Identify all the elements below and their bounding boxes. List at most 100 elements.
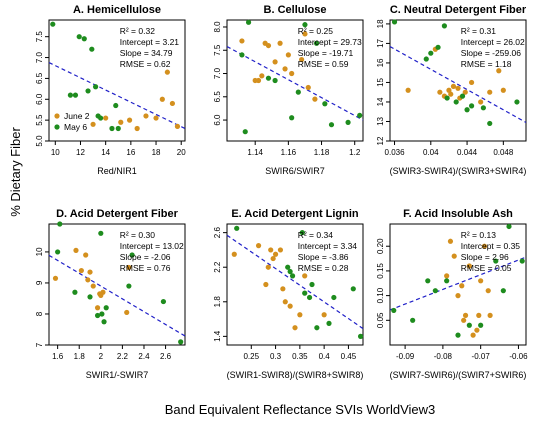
legend-label: June 2 xyxy=(64,111,90,121)
y-tick-label: 0.05 xyxy=(376,312,385,328)
data-point-may xyxy=(160,298,167,305)
data-point-may xyxy=(287,268,293,275)
data-point-june xyxy=(312,96,318,102)
y-tick-label: 1.8 xyxy=(213,296,222,308)
data-point-may xyxy=(453,99,459,105)
stat-line: R² = 0.25 xyxy=(298,26,333,36)
data-point-june xyxy=(455,85,461,91)
data-point-june xyxy=(73,247,79,253)
x-tick-label: 2.2 xyxy=(117,352,129,361)
data-point-may xyxy=(295,89,301,95)
data-point-june xyxy=(90,121,96,127)
x-tick-label: 18 xyxy=(152,148,161,157)
data-point-june xyxy=(446,87,452,93)
plot-frame xyxy=(389,19,527,142)
stat-line: RMSE = 0.28 xyxy=(298,263,349,273)
data-point-june xyxy=(470,332,476,338)
data-point-may xyxy=(109,125,115,132)
data-point-june xyxy=(481,243,488,249)
x-tick-label: 0.048 xyxy=(493,148,514,157)
data-point-may xyxy=(85,88,91,94)
x-axis-label: SWIR6/SWIR7 xyxy=(265,166,325,176)
data-point-june xyxy=(255,243,262,249)
stat-line: R² = 0.32 xyxy=(120,26,155,36)
data-point-may xyxy=(94,312,101,319)
plot-frame xyxy=(48,19,186,142)
data-point-june xyxy=(287,303,293,309)
data-point-may xyxy=(285,264,291,270)
data-point-may xyxy=(272,77,278,84)
panel-e: E. Acid Detergent Lignin 0.25 0.3 0.35 0.4 0.… xyxy=(213,208,364,380)
y-tick-label: 7 xyxy=(35,342,44,347)
data-point-may xyxy=(239,52,245,58)
data-point-may xyxy=(345,119,351,125)
x-tick-label: 0.3 xyxy=(270,352,282,361)
stat-line: R² = 0.13 xyxy=(461,230,496,240)
data-point-may xyxy=(425,278,431,284)
data-point-may xyxy=(103,305,109,311)
data-point-june xyxy=(143,113,149,119)
data-point-may xyxy=(299,230,305,236)
panels: A. Hemicellulose 10 12 14 16 18 20 5.0 5.5 6.0 6.5… xyxy=(35,4,528,380)
y-tick-label: 8.0 xyxy=(213,21,222,33)
data-point-may xyxy=(89,46,95,52)
data-point-june xyxy=(126,264,132,271)
x-tick-label: 2 xyxy=(99,352,104,361)
data-point-june xyxy=(459,283,465,289)
data-point-may xyxy=(302,290,308,296)
y-tick-label: 10 xyxy=(35,247,44,256)
data-point-june xyxy=(277,40,283,46)
data-point-may xyxy=(302,22,308,28)
data-point-may xyxy=(500,288,506,294)
data-point-june xyxy=(126,117,133,123)
data-point-june xyxy=(134,125,140,132)
data-point-may xyxy=(309,281,315,288)
data-point-june xyxy=(159,96,165,102)
data-point-june xyxy=(270,255,276,262)
data-point-june xyxy=(272,251,279,257)
data-point-may xyxy=(357,333,364,339)
data-point-june xyxy=(447,238,454,244)
data-point-june xyxy=(280,286,286,292)
data-point-june xyxy=(485,288,491,294)
data-point-june xyxy=(285,52,291,58)
x-tick-label: 1.14 xyxy=(247,148,263,157)
y-tick-label: 16 xyxy=(376,58,385,67)
data-point-june xyxy=(52,275,59,281)
y-tick-label: 6.0 xyxy=(213,114,222,126)
stat-line: Intercept = 13.02 xyxy=(120,241,184,251)
plot-frame xyxy=(226,19,364,142)
data-point-may xyxy=(326,320,332,326)
data-point-may xyxy=(464,107,470,113)
stat-line: RMSE = 0.62 xyxy=(120,59,171,69)
data-point-may xyxy=(444,95,450,101)
x-tick-label: 14 xyxy=(101,148,110,157)
data-point-june xyxy=(78,267,84,274)
data-point-may xyxy=(441,23,447,29)
data-point-may xyxy=(480,105,486,111)
y-tick-label: 14 xyxy=(376,97,385,106)
panel-b: B. Cellulose 1.14 1.16 1.18 1.2 6.0 6.5 7.0 7.5 8… xyxy=(213,4,364,176)
data-point-june xyxy=(448,91,454,97)
data-point-june xyxy=(297,312,303,318)
y-tick-label: 2.2 xyxy=(213,261,222,273)
stat-line: Intercept = 3.34 xyxy=(298,241,358,251)
data-point-june xyxy=(450,83,457,89)
data-point-may xyxy=(92,84,99,90)
data-point-june xyxy=(259,73,265,79)
data-point-june xyxy=(455,293,461,299)
data-point-june xyxy=(478,99,484,105)
data-point-june xyxy=(299,56,305,63)
panel-title: F. Acid Insoluble Ash xyxy=(403,208,513,220)
x-tick-label: 0.036 xyxy=(385,148,406,157)
stat-line: Slope = -3.86 xyxy=(298,252,349,262)
data-point-may xyxy=(314,325,320,331)
y-tick-label: 6.0 xyxy=(35,93,44,105)
data-point-may xyxy=(113,102,119,109)
data-point-may xyxy=(391,307,397,314)
regression-line xyxy=(226,45,364,121)
data-point-june xyxy=(451,253,457,259)
panel-a: A. Hemicellulose 10 12 14 16 18 20 5.0 5.5 6.0 6.5… xyxy=(35,4,186,176)
data-point-june xyxy=(265,264,271,270)
stat-line: R² = 0.31 xyxy=(461,26,496,36)
